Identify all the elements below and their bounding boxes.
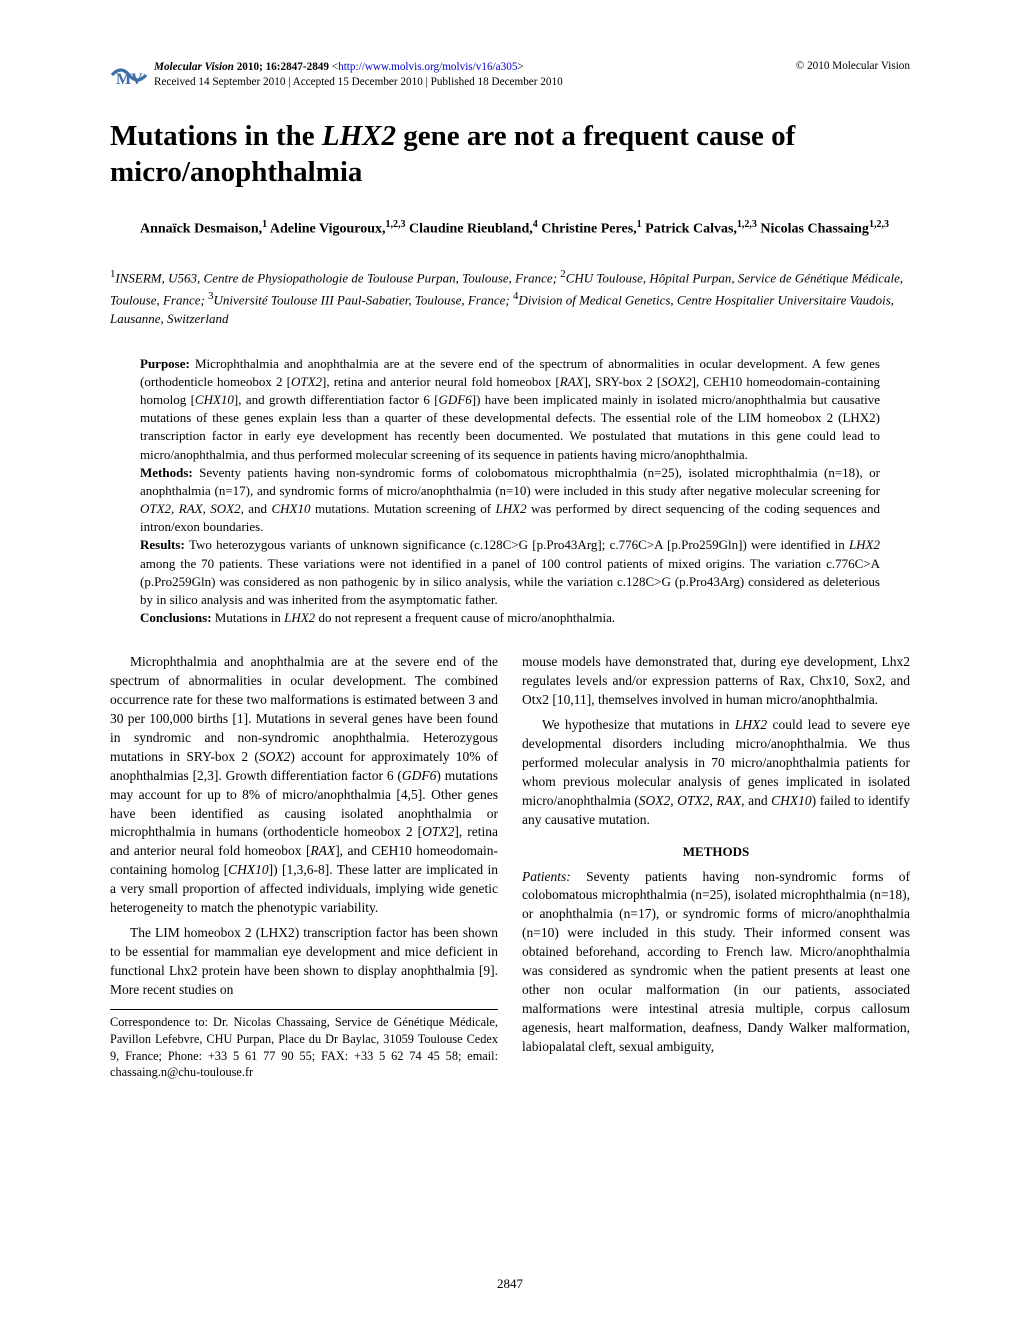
title-pre: Mutations in the: [110, 120, 322, 152]
svg-text:MV: MV: [116, 71, 143, 88]
body-paragraph: mouse models have demonstrated that, dur…: [522, 653, 910, 710]
affiliations: 1INSERM, U563, Centre de Physiopathologi…: [110, 267, 910, 328]
header-citation: Molecular Vision 2010; 16:2847-2849 <htt…: [154, 60, 796, 90]
page-number: 2847: [0, 1276, 1020, 1292]
body-paragraph: Microphthalmia and anophthalmia are at t…: [110, 653, 498, 917]
body-columns: Microphthalmia and anophthalmia are at t…: [110, 653, 910, 1086]
journal-year-vol: 2010; 16:2847-2849: [237, 61, 329, 73]
body-paragraph: We hypothesize that mutations in LHX2 co…: [522, 716, 910, 829]
authors-list: Annaïck Desmaison,1 Adeline Vigouroux,1,…: [110, 217, 910, 240]
methods-paragraph: Patients: Seventy patients having non-sy…: [522, 868, 910, 1057]
page-header: MV Molecular Vision 2010; 16:2847-2849 <…: [110, 60, 910, 90]
footnote-separator: [110, 1009, 498, 1010]
title-gene: LHX2: [322, 120, 396, 152]
abstract: Purpose: Microphthalmia and anophthalmia…: [140, 355, 880, 628]
right-column: mouse models have demonstrated that, dur…: [522, 653, 910, 1086]
journal-name: Molecular Vision: [154, 61, 234, 73]
article-url-link[interactable]: http://www.molvis.org/molvis/v16/a305: [338, 61, 517, 73]
abstract-methods: Methods: Seventy patients having non-syn…: [140, 464, 880, 537]
abstract-results: Results: Two heterozygous variants of un…: [140, 536, 880, 609]
left-column: Microphthalmia and anophthalmia are at t…: [110, 653, 498, 1086]
correspondence-footnote: Correspondence to: Dr. Nicolas Chassaing…: [110, 1014, 498, 1080]
body-paragraph: The LIM homeobox 2 (LHX2) transcription …: [110, 924, 498, 1000]
journal-logo: MV: [110, 60, 148, 90]
abstract-conclusions: Conclusions: Mutations in LHX2 do not re…: [140, 609, 880, 627]
article-title: Mutations in the LHX2 gene are not a fre…: [110, 118, 910, 191]
copyright: © 2010 Molecular Vision: [796, 60, 910, 72]
page: MV Molecular Vision 2010; 16:2847-2849 <…: [0, 0, 1020, 1320]
received-line: Received 14 September 2010 | Accepted 15…: [154, 76, 563, 88]
abstract-purpose: Purpose: Microphthalmia and anophthalmia…: [140, 355, 880, 464]
methods-heading: METHODS: [522, 843, 910, 861]
